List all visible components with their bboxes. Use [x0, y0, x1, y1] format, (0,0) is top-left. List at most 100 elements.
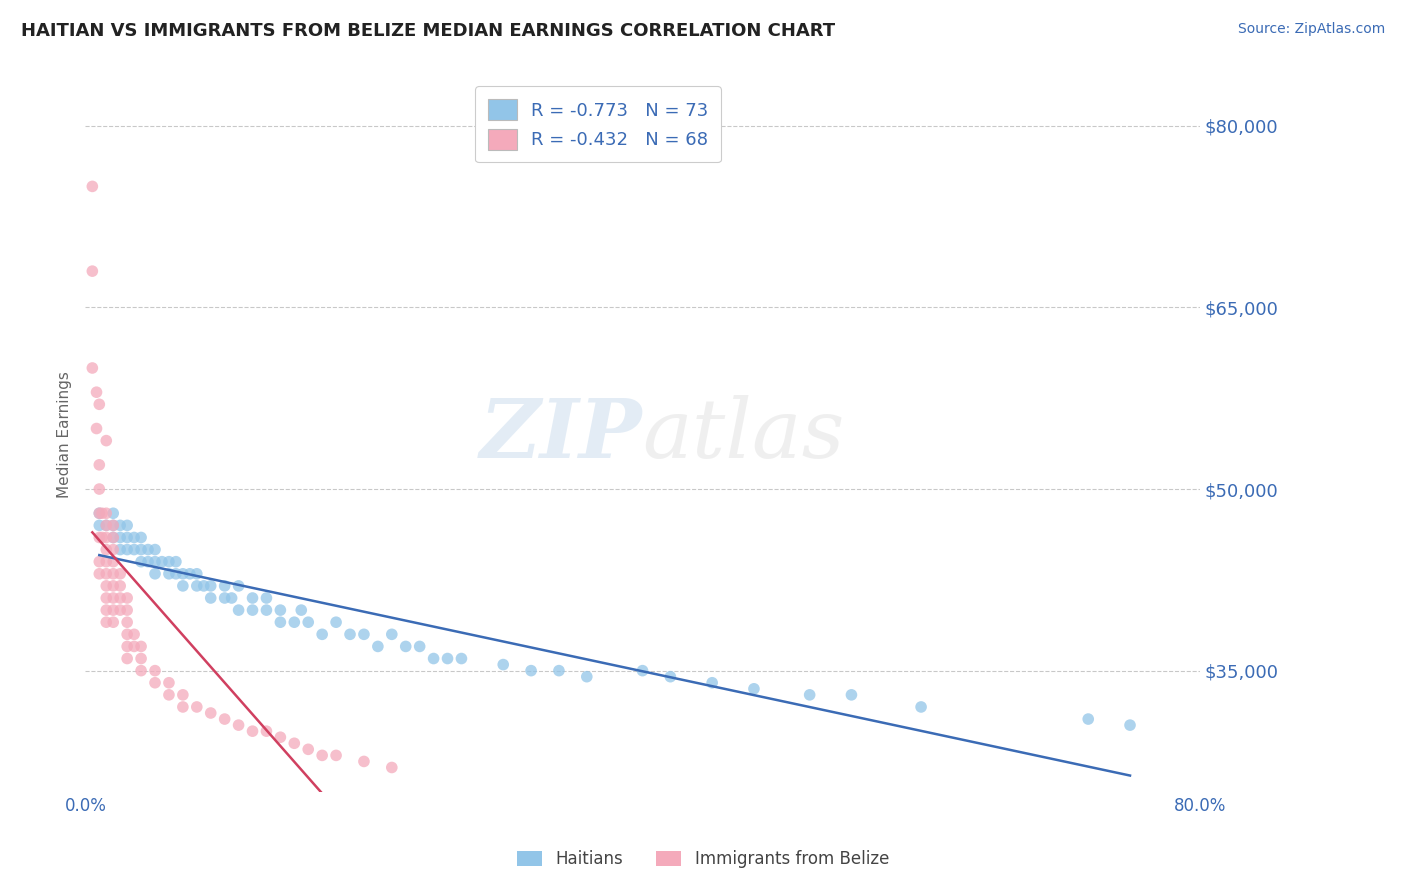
Point: [103, 531, 125, 545]
Point: [311, 748, 333, 763]
Point: [115, 640, 138, 654]
Point: [172, 566, 194, 581]
Point: [82, 179, 104, 194]
Point: [143, 555, 166, 569]
Point: [86, 421, 108, 435]
Point: [297, 742, 319, 756]
Point: [408, 640, 430, 654]
Point: [108, 591, 131, 605]
Point: [136, 555, 159, 569]
Point: [1077, 712, 1099, 726]
Point: [353, 755, 375, 769]
Point: [172, 579, 194, 593]
Point: [115, 615, 138, 630]
Point: [96, 542, 118, 557]
Point: [103, 603, 125, 617]
Point: [381, 627, 404, 641]
Point: [136, 542, 159, 557]
Point: [122, 531, 145, 545]
Point: [89, 518, 111, 533]
Point: [96, 615, 118, 630]
Point: [165, 566, 187, 581]
Point: [269, 615, 291, 630]
Point: [82, 264, 104, 278]
Point: [575, 670, 598, 684]
Point: [242, 603, 264, 617]
Point: [103, 531, 125, 545]
Text: atlas: atlas: [643, 394, 845, 475]
Point: [214, 712, 236, 726]
Point: [214, 579, 236, 593]
Point: [96, 518, 118, 533]
Text: Source: ZipAtlas.com: Source: ZipAtlas.com: [1237, 22, 1385, 37]
Point: [256, 591, 278, 605]
Point: [103, 566, 125, 581]
Point: [325, 615, 347, 630]
Point: [242, 724, 264, 739]
Point: [96, 518, 118, 533]
Point: [157, 566, 180, 581]
Point: [89, 566, 111, 581]
Point: [129, 640, 152, 654]
Point: [381, 760, 404, 774]
Point: [256, 724, 278, 739]
Point: [492, 657, 515, 672]
Point: [659, 670, 682, 684]
Point: [325, 748, 347, 763]
Text: ZIP: ZIP: [479, 394, 643, 475]
Text: HAITIAN VS IMMIGRANTS FROM BELIZE MEDIAN EARNINGS CORRELATION CHART: HAITIAN VS IMMIGRANTS FROM BELIZE MEDIAN…: [21, 22, 835, 40]
Point: [129, 542, 152, 557]
Point: [103, 579, 125, 593]
Point: [96, 555, 118, 569]
Point: [228, 603, 250, 617]
Point: [89, 506, 111, 520]
Point: [311, 627, 333, 641]
Point: [172, 688, 194, 702]
Point: [269, 603, 291, 617]
Point: [103, 518, 125, 533]
Point: [193, 579, 215, 593]
Point: [221, 591, 243, 605]
Point: [200, 591, 222, 605]
Point: [108, 566, 131, 581]
Point: [115, 531, 138, 545]
Point: [96, 603, 118, 617]
Point: [89, 555, 111, 569]
Point: [256, 603, 278, 617]
Point: [269, 730, 291, 744]
Point: [129, 664, 152, 678]
Point: [129, 651, 152, 665]
Point: [228, 718, 250, 732]
Point: [115, 603, 138, 617]
Point: [422, 651, 444, 665]
Point: [115, 591, 138, 605]
Point: [108, 542, 131, 557]
Point: [186, 579, 208, 593]
Point: [103, 615, 125, 630]
Point: [82, 361, 104, 376]
Point: [799, 688, 821, 702]
Point: [186, 700, 208, 714]
Point: [157, 688, 180, 702]
Point: [96, 579, 118, 593]
Point: [548, 664, 571, 678]
Point: [129, 555, 152, 569]
Point: [103, 591, 125, 605]
Point: [115, 542, 138, 557]
Point: [129, 531, 152, 545]
Point: [450, 651, 472, 665]
Point: [367, 640, 389, 654]
Point: [150, 555, 173, 569]
Point: [108, 579, 131, 593]
Point: [115, 627, 138, 641]
Point: [841, 688, 863, 702]
Point: [89, 458, 111, 472]
Point: [103, 506, 125, 520]
Point: [103, 555, 125, 569]
Point: [143, 675, 166, 690]
Point: [108, 531, 131, 545]
Point: [179, 566, 201, 581]
Point: [122, 627, 145, 641]
Point: [143, 542, 166, 557]
Point: [143, 664, 166, 678]
